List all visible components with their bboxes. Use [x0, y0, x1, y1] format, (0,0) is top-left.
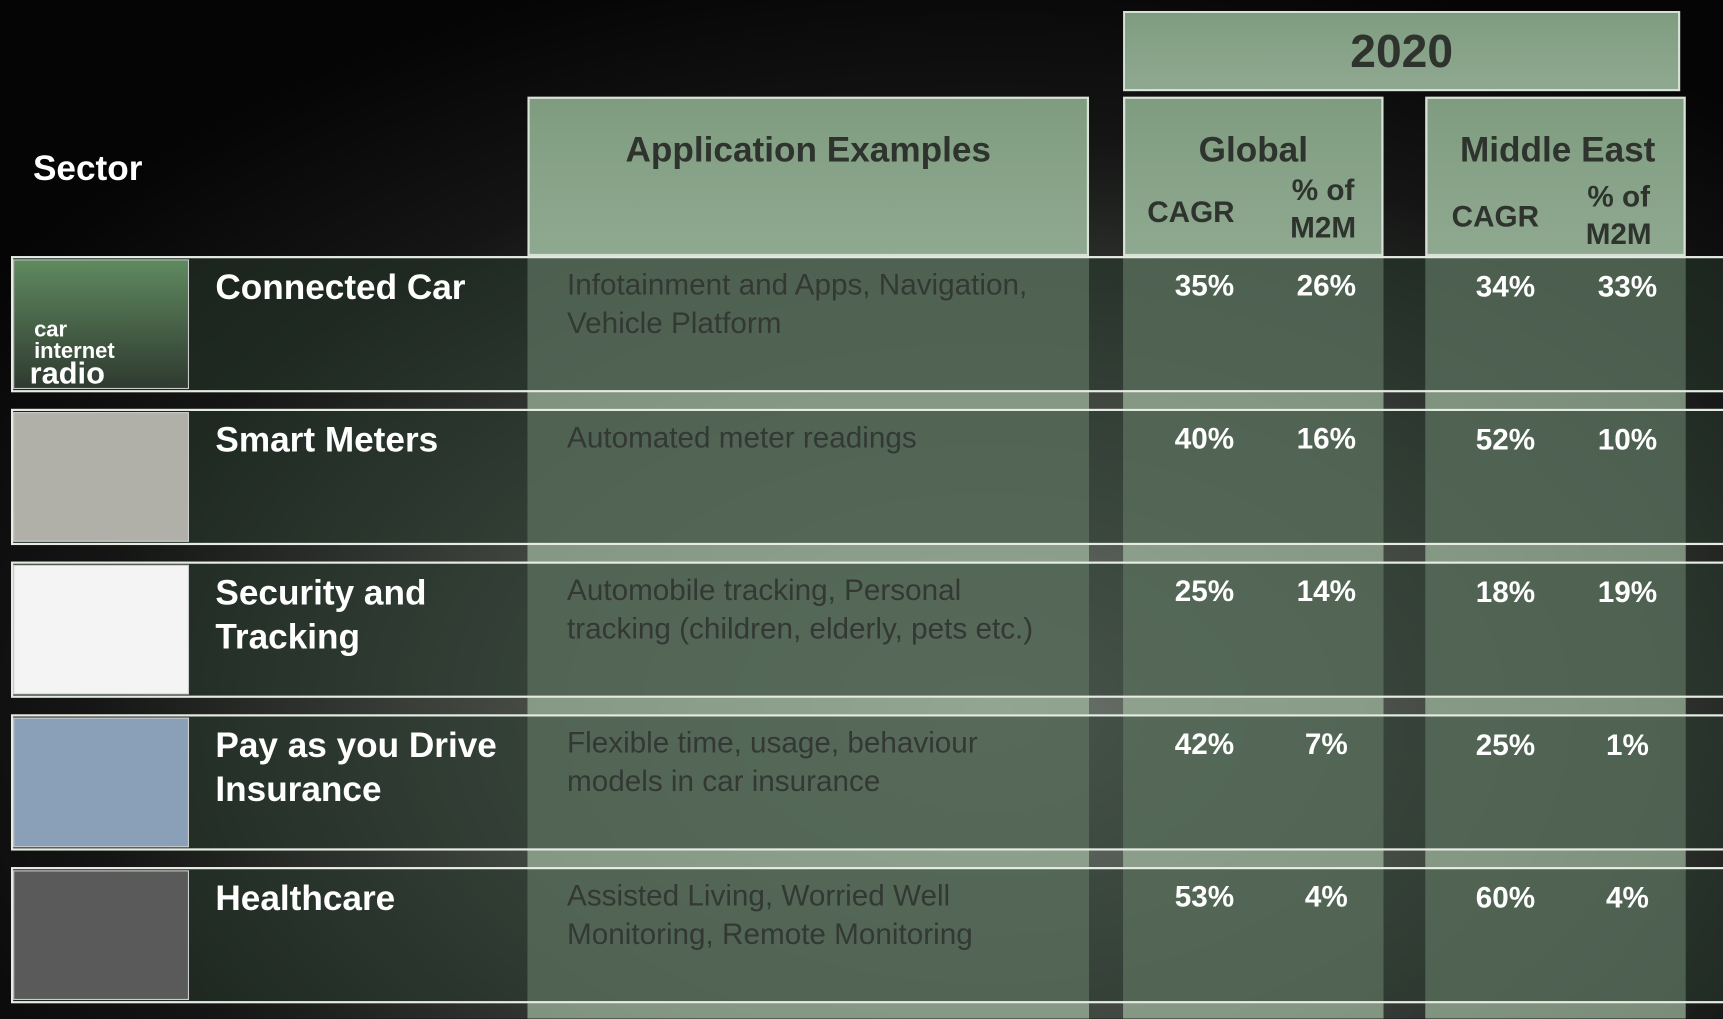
application-examples: Assisted Living, Worried Well Monitoring… — [567, 879, 973, 951]
me-header: Middle East CAGR % of M2M — [1425, 96, 1686, 257]
me-share-header: % of M2M — [1585, 180, 1652, 251]
row-band — [10, 408, 1723, 546]
app-header: Application Examples — [527, 96, 1090, 257]
me-cagr: 34% — [1475, 270, 1536, 304]
sector-name: Healthcare — [215, 878, 396, 918]
year-header: 2020 — [1123, 10, 1681, 92]
global-share-header: % of M2M — [1290, 173, 1357, 244]
global-cagr-header: CAGR — [1147, 195, 1235, 229]
sector-name: Smart Meters — [215, 419, 439, 460]
app-header-text: Application Examples — [625, 129, 991, 170]
me-share: 1% — [1606, 728, 1649, 762]
global-cagr: 40% — [1174, 421, 1235, 455]
sector-name: Pay as you Drive Insurance — [215, 725, 497, 809]
me-cagr-header: CAGR — [1451, 199, 1540, 233]
global-cagr: 42% — [1174, 727, 1235, 761]
application-examples: Infotainment and Apps, Navigation, Vehic… — [567, 268, 1028, 340]
sector-image: car internet radio — [13, 259, 190, 391]
global-cagr: 53% — [1174, 880, 1235, 914]
me-cagr: 52% — [1475, 423, 1536, 457]
application-examples: Automated meter readings — [567, 420, 917, 454]
me-share: 19% — [1597, 575, 1658, 609]
image-caption: car — [34, 317, 68, 342]
row-band — [10, 867, 1723, 1004]
global-cagr: 25% — [1174, 574, 1235, 608]
application-examples: Automobile tracking, Personal tracking (… — [567, 573, 1034, 646]
sector-image — [13, 717, 190, 848]
global-title: Global — [1198, 129, 1308, 170]
global-share: 4% — [1304, 880, 1348, 914]
global-share: 7% — [1304, 727, 1348, 761]
me-cagr: 25% — [1475, 728, 1536, 762]
row-band — [10, 256, 1723, 393]
global-share: 16% — [1296, 421, 1357, 455]
sector-name: Connected Car — [215, 267, 466, 307]
image-caption: internet — [34, 339, 115, 364]
sector-image — [13, 412, 190, 542]
sector-header: Sector — [32, 148, 143, 188]
me-title: Middle East — [1459, 129, 1656, 170]
me-share: 10% — [1597, 423, 1658, 457]
global-share: 26% — [1296, 269, 1357, 303]
application-examples: Flexible time, usage, behaviour models i… — [567, 726, 978, 798]
me-cagr: 18% — [1475, 575, 1536, 609]
row-band — [10, 714, 1723, 851]
me-share: 4% — [1606, 881, 1649, 915]
sector-image — [13, 564, 190, 695]
me-cagr: 60% — [1475, 881, 1536, 915]
global-cagr: 35% — [1174, 269, 1235, 303]
global-header: Global CAGR % of M2M — [1123, 96, 1384, 257]
row-band — [10, 561, 1723, 698]
global-share: 14% — [1296, 574, 1357, 608]
image-caption: radio — [29, 356, 105, 391]
me-share: 33% — [1597, 270, 1658, 304]
sector-image — [13, 870, 190, 1000]
sector-name: Security and Tracking — [215, 572, 427, 657]
